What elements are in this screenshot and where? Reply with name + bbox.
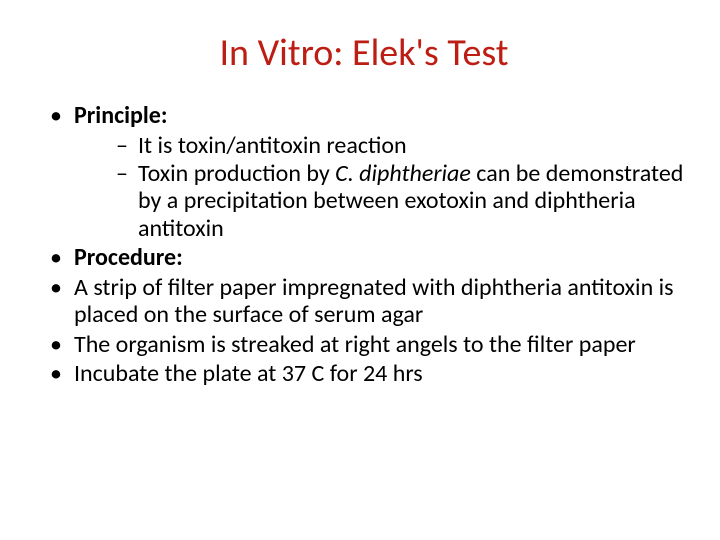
principle-label: Principle: <box>74 101 168 130</box>
principle-sublist: It is toxin/antitoxin reaction Toxin pro… <box>74 132 692 242</box>
bullet-filter-paper: A strip of filter paper impregnated with… <box>54 274 692 329</box>
slide-title: In Vitro: Elek's Test <box>36 30 692 76</box>
procedure-label: Procedure: <box>74 243 183 272</box>
bullet-incubate-text: Incubate the plate at 37 C for 24 hrs <box>74 359 423 388</box>
sub2-text-a: Toxin production by <box>138 159 335 188</box>
slide-container: In Vitro: Elek's Test Principle: It is t… <box>0 0 720 540</box>
bullet-list: Principle: It is toxin/antitoxin reactio… <box>36 102 692 388</box>
sub-item-toxin-production: Toxin production by C. diphtheriae can b… <box>118 160 692 242</box>
sub2-italic: C. diphtheriae <box>335 159 471 188</box>
bullet-procedure: Procedure: <box>54 244 692 272</box>
bullet-streak: The organism is streaked at right angels… <box>54 331 692 359</box>
bullet-filter-paper-text: A strip of filter paper impregnated with… <box>74 273 674 330</box>
bullet-streak-text: The organism is streaked at right angels… <box>74 330 636 359</box>
bullet-incubate: Incubate the plate at 37 C for 24 hrs <box>54 360 692 388</box>
bullet-principle: Principle: It is toxin/antitoxin reactio… <box>54 102 692 242</box>
sub-item-toxin-antitoxin: It is toxin/antitoxin reaction <box>118 132 692 159</box>
